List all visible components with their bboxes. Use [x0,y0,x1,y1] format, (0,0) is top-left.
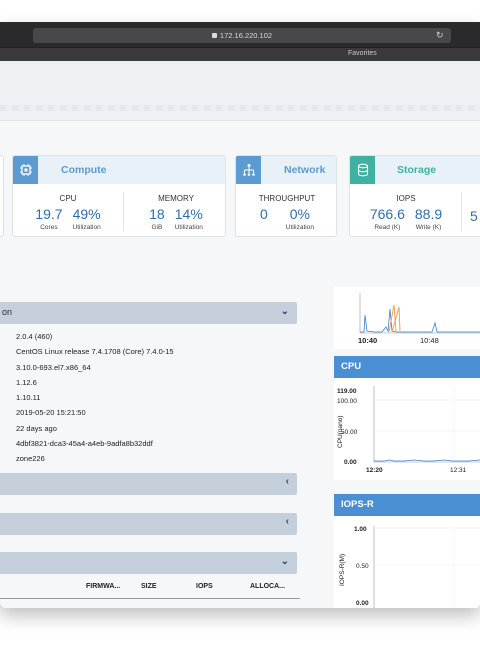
storage-title: Storage [397,164,437,176]
iops-r-ytick-1: 1.00 [354,526,367,533]
info-line: zone226 [16,454,45,464]
info-line: 2.0.4 (460) [16,332,53,341]
storage-card[interactable]: Storage IOPS 766.6 Read (K) 88.9 Write (K)… [349,155,480,237]
app-subheader [0,61,480,121]
info-panel-header[interactable]: on ⌄ [0,302,297,324]
url-text: 172.16.220.102 [219,31,273,40]
iops-r-chart: IOPS-R(M) 1.00 0.50 0.00 [334,516,480,608]
table-header: FIRMWA... SIZE IOPS ALLOCA... [0,583,297,598]
network-card[interactable]: Network THROUGHPUT 0 0% Utilization [235,155,337,237]
throughput-label: THROUGHPUT [258,194,316,203]
laptop-frame: 172.16.220.102 ↻ Favorites Compute CPU 1… [0,22,480,608]
cpu-chart: CPU(nano) 119.00 100.00 50.00 0.00 12:20… [334,378,480,480]
cpu-xtick-2: 12:31 [450,467,467,474]
cpu-ylabel: CPU(nano) [337,415,344,448]
th-allocated[interactable]: ALLOCA... [250,583,285,590]
compute-card-header: Compute [13,156,225,184]
table-header-line [0,598,300,599]
cpu-cores-value: 19.7 [35,206,63,222]
info-line: CentOS Linux release 7.4.1708 (Core) 7.4… [16,347,174,357]
iops-r-chart-title: IOPS-R [341,499,374,510]
iops-write-value: 88.9 [414,206,443,222]
cpu-cores-unit: Cores [40,224,58,231]
chevron-down-icon[interactable]: ⌄ [280,306,289,317]
lock-icon [211,33,217,38]
iops-stat-group: IOPS 766.6 Read (K) 88.9 Write (K) [356,194,456,231]
subheader-stripe [0,105,480,111]
compute-title: Compute [61,164,107,176]
chip-icon [13,156,38,184]
throughput-value: 0 [260,206,268,222]
collapsed-panel-2[interactable]: ‹ [0,513,297,535]
chevron-down-icon[interactable]: ⌄ [280,556,289,567]
chevron-left-icon[interactable]: ‹ [285,476,289,487]
info-line: 22 days ago [16,423,57,433]
throughput-stat-group: THROUGHPUT 0 0% Utilization [240,194,334,231]
storage-divider [461,192,462,232]
iops-r-ytick-05: 0.50 [356,563,369,570]
throughput-util-value: 0% [289,206,310,222]
memory-util-unit: Utilization [174,224,203,231]
chevron-left-icon[interactable]: ‹ [285,516,289,527]
card-partial-left [0,155,4,237]
memory-label: MEMORY [158,194,194,203]
network-icon [236,156,261,184]
info-line: 2019-05-20 15:21:50 [16,408,86,418]
th-firmware[interactable]: FIRMWA... [86,583,121,590]
database-icon [350,156,375,184]
cpu-chart-header[interactable]: CPU [334,356,480,378]
top-chart-spike-1 [388,304,397,333]
compute-card[interactable]: Compute CPU 19.7 Cores 49% Utilization MEM… [12,155,226,237]
iops-write-unit: Write (K) [415,224,442,231]
cpu-ytick-100: 100.00 [337,398,357,405]
reload-icon[interactable]: ↻ [436,30,444,40]
storage-extra-value: 5 [470,208,478,224]
cpu-util-value: 49% [72,206,101,222]
table-panel-header[interactable]: ⌄ [0,552,297,574]
info-line: 4dbf3821-dca3-45a4-a4eb-9adfa8b32ddf [16,439,153,449]
storage-card-header: Storage [350,156,480,184]
app-screen: Compute CPU 19.7 Cores 49% Utilization MEM… [0,61,480,608]
throughput-util-unit: Utilization [285,224,314,231]
cpu-max-label: 119.00 [337,388,357,395]
cpu-ytick-0: 0.00 [344,459,357,466]
cpu-util-unit: Utilization [72,224,101,231]
cpu-line [374,459,480,462]
info-list: 2.0.4 (460) CentOS Linux release 7.4.170… [16,329,174,467]
top-tick-2: 10:48 [420,336,439,345]
iops-label: IOPS [396,194,416,203]
memory-stat-group: MEMORY 18 GiB 14% Utilization [128,194,224,231]
favorites-bar: Favorites [0,47,480,61]
top-tick-1: 10:40 [358,336,377,345]
info-line: 3.10.0-693.el7.x86_64 [16,362,91,372]
top-chart-line [360,308,480,333]
memory-util-value: 14% [174,206,203,222]
iops-r-ytick-0: 0.00 [356,600,369,607]
info-line: 1.10.11 [16,393,41,403]
iops-r-ylabel: IOPS-R(M) [339,554,346,586]
iops-read-unit: Read (K) [374,224,401,231]
browser-toolbar: 172.16.220.102 ↻ [0,22,480,47]
memory-gib-value: 18 [149,206,165,222]
cpu-xtick-1: 12:20 [366,467,383,474]
cpu-stat-group: CPU 19.7 Cores 49% Utilization [19,194,117,231]
top-chart: 10:40 10:48 [334,287,480,349]
network-card-header: Network [236,156,336,184]
cpu-label: CPU [59,194,77,203]
iops-read-value: 766.6 [369,206,405,222]
memory-gib-unit: GiB [151,224,163,231]
cpu-chart-title: CPU [341,361,362,372]
top-chart-spike-2 [391,306,401,333]
stat-divider [123,192,124,232]
favorites-label[interactable]: Favorites [348,50,377,57]
info-panel-title: on [2,307,13,317]
address-bar[interactable]: 172.16.220.102 [33,28,451,43]
th-size[interactable]: SIZE [141,583,157,590]
cpu-ytick-50: 50.00 [341,429,358,436]
network-title: Network [284,164,326,176]
iops-r-chart-header[interactable]: IOPS-R [334,494,480,516]
collapsed-panel-1[interactable]: ‹ [0,473,297,495]
info-line: 1.12.6 [16,377,37,387]
th-iops[interactable]: IOPS [196,583,213,590]
